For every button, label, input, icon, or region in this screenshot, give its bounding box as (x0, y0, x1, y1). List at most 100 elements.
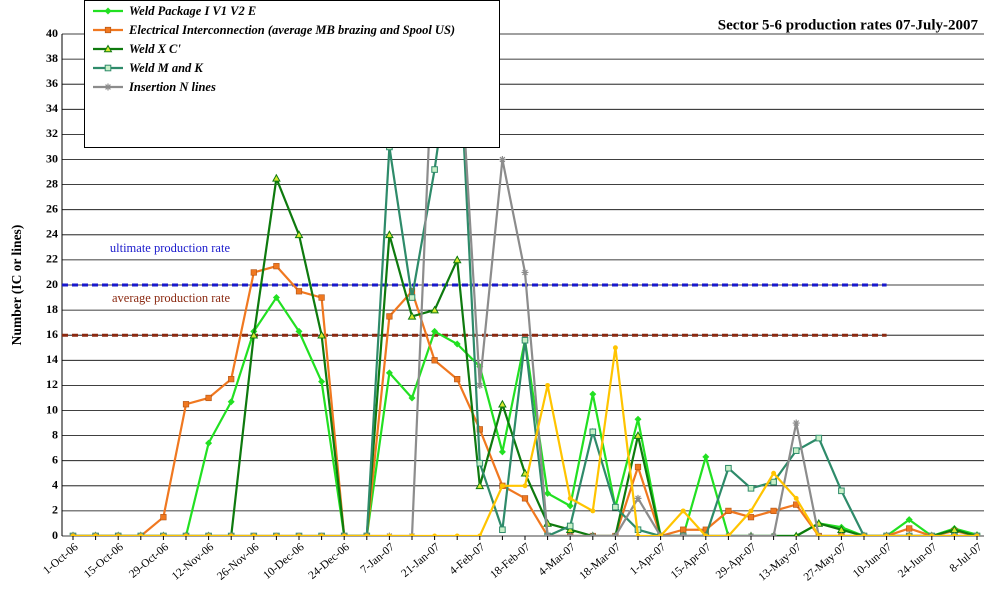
y-tick-label: 0 (52, 528, 58, 542)
x-tick-label: 24-Dec-06 (306, 541, 352, 582)
marker (272, 173, 281, 182)
chart-title: Sector 5-6 production rates 07-July-2007 (718, 17, 979, 33)
marker (838, 533, 844, 536)
marker (522, 483, 528, 489)
marker (318, 294, 325, 301)
legend-entry: Electrical Interconnection (average MB b… (91, 24, 493, 37)
marker (273, 263, 280, 270)
y-tick-label: 10 (46, 402, 58, 416)
marker (70, 533, 76, 536)
marker (431, 166, 438, 173)
marker (498, 156, 506, 163)
x-tick-label: 24-Jun-07 (896, 541, 940, 580)
marker (319, 533, 325, 536)
y-tick-label: 2 (52, 503, 58, 517)
x-tick-label: 1-Apr-07 (628, 541, 669, 578)
y-tick-label: 28 (46, 176, 58, 190)
marker (385, 369, 393, 377)
marker (634, 415, 642, 423)
y-tick-label: 20 (46, 277, 58, 291)
y-tick-label: 30 (46, 151, 58, 165)
marker (499, 483, 505, 489)
marker (792, 447, 800, 454)
marker (792, 419, 800, 427)
marker (929, 533, 935, 536)
marker (589, 428, 597, 436)
marker (521, 268, 529, 276)
marker (477, 533, 483, 536)
y-tick-label: 32 (46, 126, 58, 140)
marker (815, 434, 823, 442)
x-tick-label: 10-Dec-06 (261, 541, 307, 582)
marker (906, 533, 912, 536)
marker (635, 533, 641, 536)
marker (341, 533, 347, 536)
marker (295, 327, 303, 335)
x-tick-label: 8-Jul-07 (948, 541, 984, 575)
y-tick-label: 24 (46, 227, 58, 241)
marker (521, 336, 529, 344)
marker (295, 288, 303, 295)
legend-label: Insertion N lines (129, 80, 216, 94)
legend-label: Electrical Interconnection (average MB b… (129, 23, 456, 37)
y-tick-label: 14 (46, 352, 58, 366)
marker (816, 533, 822, 536)
legend-entry: Weld Package I V1 V2 E (91, 5, 493, 18)
marker (228, 376, 235, 383)
marker (725, 507, 732, 515)
marker (454, 533, 460, 536)
marker (104, 83, 112, 91)
marker (521, 495, 529, 502)
marker (272, 294, 280, 302)
marker (770, 478, 777, 486)
marker (454, 376, 461, 383)
marker (793, 495, 799, 501)
marker (430, 305, 439, 314)
x-tick-label: 7-Jan-07 (358, 541, 397, 576)
marker (205, 439, 213, 447)
x-tick-label: 29-Apr-07 (714, 541, 759, 581)
marker (906, 525, 913, 532)
legend-label: Weld Package I V1 V2 E (129, 4, 257, 18)
marker (317, 330, 326, 339)
legend-swatch (93, 26, 123, 34)
reference-label: average production rate (80, 291, 230, 307)
legend-entry: Insertion N lines (91, 81, 493, 94)
x-tick-label: 10-Jun-07 (851, 541, 895, 580)
marker (544, 489, 552, 497)
marker (386, 533, 392, 536)
marker (227, 398, 235, 406)
marker (364, 533, 370, 536)
y-tick-label: 22 (46, 252, 58, 266)
marker (228, 533, 234, 536)
x-tick-label: 29-Oct-06 (127, 541, 171, 581)
x-tick-label: 27-May-07 (802, 541, 850, 584)
marker (115, 533, 121, 536)
marker (725, 464, 732, 472)
marker (431, 327, 439, 335)
marker (273, 533, 279, 536)
marker (566, 502, 574, 510)
marker (702, 453, 710, 461)
marker (680, 508, 686, 514)
marker (160, 533, 166, 536)
y-tick-label: 6 (52, 452, 58, 466)
x-tick-label: 21-Jan-07 (399, 541, 442, 580)
x-tick-label: 4-Mar-07 (537, 541, 578, 579)
marker (589, 390, 597, 398)
legend-label: Weld X C' (129, 42, 181, 56)
marker (771, 470, 777, 476)
legend-swatch (93, 64, 123, 72)
legend-entry: Weld M and K (91, 62, 493, 75)
x-tick-label: 18-Mar-07 (577, 541, 623, 582)
marker (905, 516, 913, 524)
marker (634, 463, 642, 471)
marker (138, 533, 144, 536)
marker (748, 508, 754, 514)
marker (104, 26, 112, 34)
y-tick-label: 36 (46, 76, 58, 90)
marker (104, 64, 112, 72)
legend: Weld Package I V1 V2 E Electrical Interco… (84, 0, 500, 148)
